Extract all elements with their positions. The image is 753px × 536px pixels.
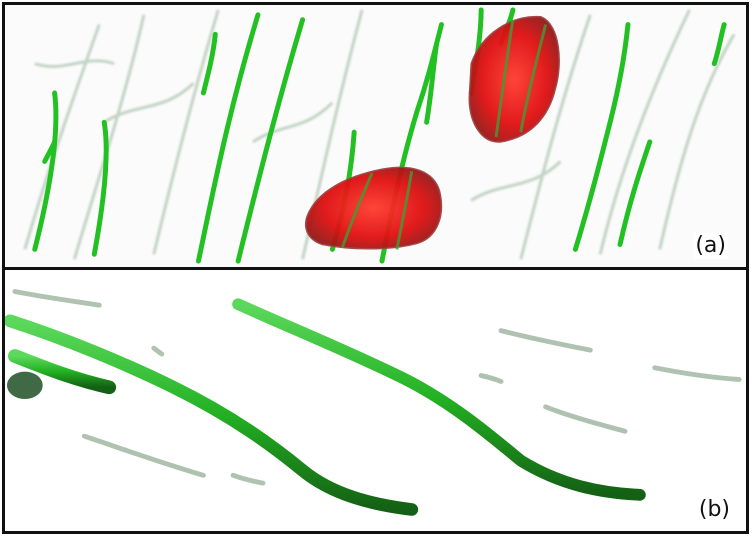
fiber-short-left [7,349,117,395]
fiber-long-right [232,298,646,501]
main-fibers [5,298,646,516]
cell-lower [304,166,443,250]
panel-b: (b) [2,267,749,534]
panel-b-render [5,289,742,516]
fiber-long-left [5,314,419,516]
fibers [32,7,727,264]
panel-a-label: (a) [693,233,728,259]
panel-b-label: (b) [696,497,732,523]
blob [6,371,43,400]
small-fibers [12,289,742,486]
panel-a: (a) [2,2,749,270]
panel-a-render [23,7,736,264]
fibers-over-cells [340,19,548,250]
cell-upper [468,15,560,143]
